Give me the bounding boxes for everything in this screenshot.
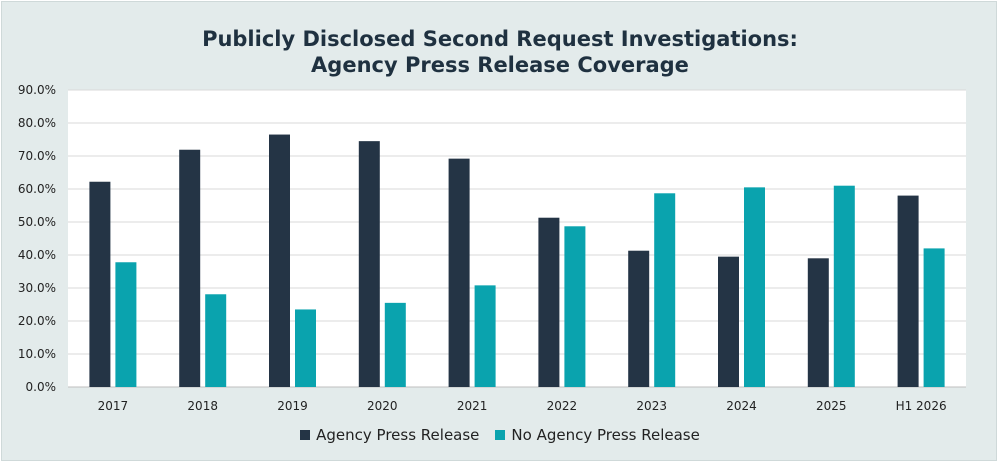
legend: Agency Press Release No Agency Press Rel… xyxy=(2,426,998,444)
bar-agency-press-release xyxy=(269,134,290,387)
y-tick-label: 50.0% xyxy=(18,215,56,229)
bar-agency-press-release xyxy=(448,158,470,387)
bar-agency-press-release xyxy=(538,217,560,387)
plot-background xyxy=(68,90,966,387)
bar-no-agency-press-release xyxy=(115,262,137,387)
bar-no-agency-press-release xyxy=(654,193,676,387)
x-tick-label: 2020 xyxy=(367,399,398,413)
x-tick-label: 2019 xyxy=(277,399,308,413)
y-tick-label: 80.0% xyxy=(18,116,56,130)
x-tick-label: 2018 xyxy=(187,399,218,413)
y-tick-label: 60.0% xyxy=(18,182,56,196)
x-tick-label: H1 2026 xyxy=(896,399,947,413)
legend-label-agency-press-release: Agency Press Release xyxy=(316,426,480,444)
bar-agency-press-release xyxy=(179,149,201,387)
chart-title-line1: Publicly Disclosed Second Request Invest… xyxy=(202,27,798,51)
x-tick-label: 2017 xyxy=(98,399,129,413)
y-tick-label: 90.0% xyxy=(18,83,56,97)
y-tick-label: 40.0% xyxy=(18,248,56,262)
x-tick-label: 2024 xyxy=(726,399,757,413)
x-tick-label: 2025 xyxy=(816,399,847,413)
bar-no-agency-press-release xyxy=(295,309,316,387)
bar-no-agency-press-release xyxy=(205,294,227,387)
bar-agency-press-release xyxy=(358,141,380,387)
legend-item-agency-press-release: Agency Press Release xyxy=(300,426,479,444)
legend-item-no-agency-press-release: No Agency Press Release xyxy=(495,426,700,444)
legend-swatch-no-agency-press-release xyxy=(495,430,506,440)
bar-no-agency-press-release xyxy=(564,226,586,387)
x-tick-label: 2023 xyxy=(636,399,667,413)
y-tick-label: 10.0% xyxy=(18,347,56,361)
bar-agency-press-release xyxy=(897,195,919,387)
y-tick-label: 0.0% xyxy=(26,380,57,394)
bar-no-agency-press-release xyxy=(923,248,945,387)
bar-agency-press-release xyxy=(89,181,111,387)
bar-no-agency-press-release xyxy=(744,187,765,387)
bar-no-agency-press-release xyxy=(833,185,855,387)
x-tick-label: 2022 xyxy=(547,399,578,413)
x-tick-label: 2021 xyxy=(457,399,488,413)
bar-no-agency-press-release xyxy=(474,285,496,387)
bar-no-agency-press-release xyxy=(384,302,406,387)
legend-swatch-agency-press-release xyxy=(300,430,311,440)
bar-agency-press-release xyxy=(718,256,739,387)
bar-agency-press-release xyxy=(807,258,829,387)
chart-title-line2: Agency Press Release Coverage xyxy=(311,53,689,77)
y-tick-label: 30.0% xyxy=(18,281,56,295)
legend-label-no-agency-press-release: No Agency Press Release xyxy=(511,426,700,444)
y-tick-label: 20.0% xyxy=(18,314,56,328)
y-tick-label: 70.0% xyxy=(18,149,56,163)
bar-agency-press-release xyxy=(628,250,650,387)
